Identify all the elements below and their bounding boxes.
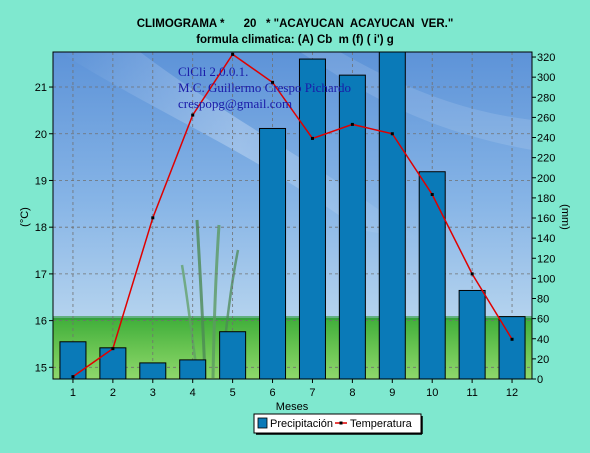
right-tick-label-11: 220 bbox=[537, 153, 555, 165]
right-tick-label-3: 60 bbox=[537, 314, 549, 326]
right-tick-label-12: 240 bbox=[537, 133, 555, 145]
right-tick-label-8: 160 bbox=[537, 213, 555, 225]
x-tick-label-11: 11 bbox=[466, 387, 477, 399]
precipitation-bars bbox=[59, 51, 526, 380]
precip-bar-5 bbox=[219, 331, 247, 380]
left-y-axis: 15 16 17 18 19 20 21 bbox=[35, 82, 53, 374]
precip-bar-8 bbox=[338, 74, 366, 380]
legend-temp-label: Temperatura bbox=[350, 418, 413, 430]
right-tick-label-0: 0 bbox=[537, 374, 543, 386]
right-tick-label-13: 260 bbox=[537, 112, 555, 124]
temp-point-11 bbox=[470, 272, 474, 276]
right-tick-label-9: 180 bbox=[537, 193, 555, 205]
temp-point-4 bbox=[191, 113, 195, 117]
right-tick-label-7: 140 bbox=[537, 233, 555, 245]
x-tick-label-6: 6 bbox=[269, 387, 275, 399]
right-axis-label: (mm) bbox=[559, 204, 571, 230]
right-tick-label-1: 20 bbox=[537, 354, 549, 366]
right-tick-label-15: 300 bbox=[537, 72, 555, 84]
x-tick-label-4: 4 bbox=[190, 387, 196, 399]
x-tick-label-5: 5 bbox=[230, 387, 236, 399]
precip-bar-1 bbox=[59, 341, 87, 380]
legend-precip-label: Precipitación bbox=[270, 418, 333, 430]
x-tick-label-1: 1 bbox=[70, 387, 76, 399]
x-axis: 1 2 3 4 5 6 7 8 9 10 11 12 bbox=[70, 379, 518, 399]
left-axis-label: (°C) bbox=[19, 207, 31, 227]
legend-precip-swatch bbox=[257, 417, 268, 429]
precip-bar-12 bbox=[498, 316, 526, 380]
precip-bar-7 bbox=[298, 58, 326, 380]
watermark: ClCli 2.0.0.1. M.C. Guillermo Crespo Pic… bbox=[178, 64, 351, 111]
left-tick-label-5: 20 bbox=[35, 129, 47, 141]
left-tick-label-2: 17 bbox=[35, 269, 47, 281]
temp-point-7 bbox=[310, 136, 314, 140]
temp-point-5 bbox=[231, 52, 235, 56]
x-tick-label-2: 2 bbox=[110, 387, 116, 399]
chart-subtitle: formula climatica: (A) Cb m (f) ( i') g bbox=[196, 34, 394, 46]
temp-point-8 bbox=[350, 122, 354, 126]
precip-bar-2 bbox=[99, 347, 127, 380]
temp-point-2 bbox=[111, 347, 115, 351]
chart-title-group: CLIMOGRAMA * 20 * "ACAYUCAN ACAYUCAN VER… bbox=[137, 18, 454, 46]
precip-bar-9 bbox=[378, 51, 406, 380]
temperature-polyline bbox=[72, 53, 513, 378]
temp-point-6 bbox=[271, 80, 275, 84]
x-axis-label: Meses bbox=[276, 401, 309, 413]
chart-title: CLIMOGRAMA * 20 * "ACAYUCAN ACAYUCAN VER… bbox=[137, 18, 454, 30]
temp-point-9 bbox=[390, 132, 394, 136]
plot-frame bbox=[52, 51, 533, 380]
right-tick-label-6: 120 bbox=[537, 253, 555, 265]
precip-bar-3 bbox=[139, 362, 167, 380]
right-tick-label-10: 200 bbox=[537, 173, 555, 185]
temperature-line bbox=[71, 52, 514, 379]
watermark-line-1: ClCli 2.0.0.1. bbox=[178, 64, 248, 79]
legend-temp-marker bbox=[339, 421, 343, 425]
temp-point-3 bbox=[151, 216, 155, 220]
x-tick-label-10: 10 bbox=[426, 387, 438, 399]
right-tick-label-2: 40 bbox=[537, 334, 549, 346]
temp-point-12 bbox=[510, 337, 514, 341]
left-tick-label-6: 21 bbox=[35, 82, 47, 94]
precip-bar-11 bbox=[458, 289, 486, 380]
left-tick-label-3: 18 bbox=[35, 222, 47, 234]
precip-bar-10 bbox=[418, 171, 446, 380]
temp-point-10 bbox=[430, 192, 434, 196]
x-tick-label-8: 8 bbox=[349, 387, 355, 399]
precip-bar-6 bbox=[259, 127, 287, 380]
left-tick-label-1: 16 bbox=[35, 316, 47, 328]
right-tick-label-4: 80 bbox=[537, 294, 549, 306]
left-tick-label-4: 19 bbox=[35, 175, 47, 187]
x-tick-label-7: 7 bbox=[309, 387, 315, 399]
x-tick-label-12: 12 bbox=[506, 387, 518, 399]
watermark-line-2: M.C. Guillermo Crespo Pichardo bbox=[178, 80, 351, 95]
right-y-axis: 0 20 40 60 80 100 120 140 160 180 200 220 240 260 280 3… bbox=[532, 52, 555, 386]
right-tick-label-16: 320 bbox=[537, 52, 555, 64]
x-tick-label-9: 9 bbox=[389, 387, 395, 399]
right-tick-label-5: 100 bbox=[537, 273, 555, 285]
temp-point-1 bbox=[71, 375, 75, 379]
legend: Precipitación Temperatura bbox=[253, 413, 423, 435]
watermark-line-3: crespopg@gmail.com bbox=[178, 96, 292, 111]
precip-bar-4 bbox=[179, 359, 207, 380]
right-tick-label-14: 280 bbox=[537, 92, 555, 104]
left-tick-label-0: 15 bbox=[35, 362, 47, 374]
x-tick-label-3: 3 bbox=[150, 387, 156, 399]
